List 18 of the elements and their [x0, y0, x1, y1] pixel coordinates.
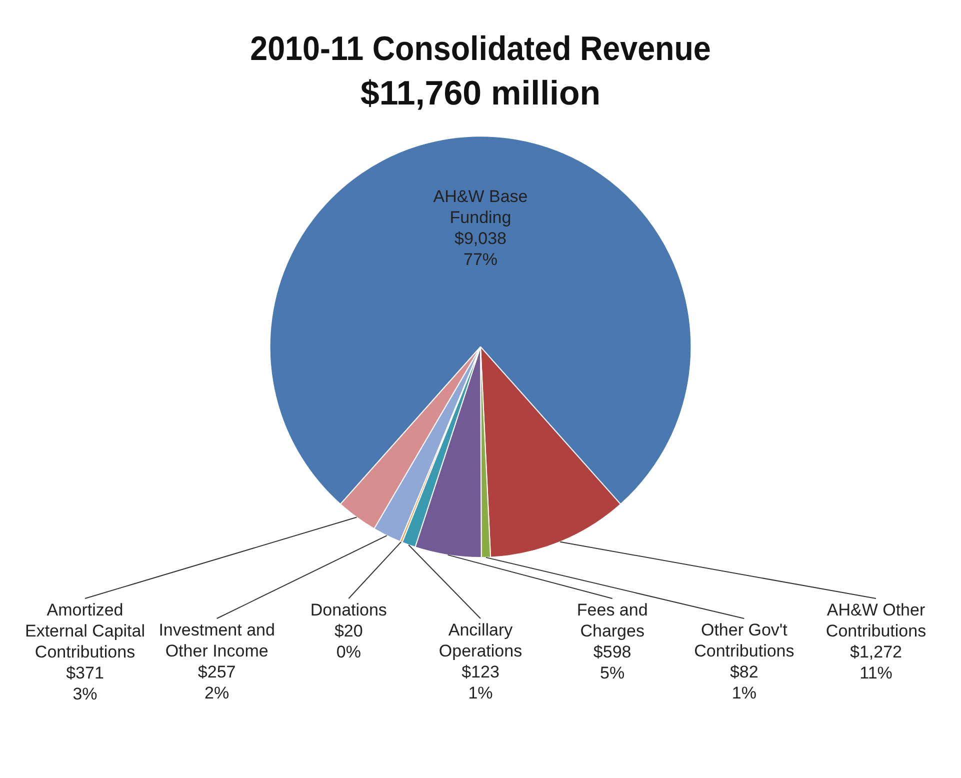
slice-label: Amortized External Capital Contributions [24, 600, 146, 662]
data-label: $598 5% [593, 642, 632, 683]
slice-label: Investment and Other Income [158, 620, 275, 661]
data-label: $371 3% [66, 664, 104, 704]
chart-subtitle: $11,760 million [360, 74, 601, 113]
data-label: $257 2% [198, 662, 236, 703]
slice-label: AH&W Other Contributions [826, 600, 926, 641]
slice-label: Other Gov't Contributions [694, 620, 794, 661]
slice-label: AH&W Base Funding [433, 187, 528, 228]
data-label: $9,038 77% [454, 229, 506, 270]
chart-title: 2010-11 Consolidated Revenue [250, 28, 711, 68]
data-label: $1,272 11% [850, 642, 902, 683]
data-label: $123 1% [462, 662, 500, 703]
data-label: $20 0% [334, 622, 363, 662]
data-label: $82 1% [730, 662, 758, 703]
slice-label: Ancillary Operations [438, 620, 522, 661]
slice-label: Donations [310, 600, 387, 620]
slice-label: Fees and Charges [576, 600, 648, 641]
